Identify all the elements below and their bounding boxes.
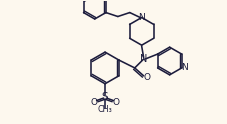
- Text: N: N: [138, 13, 145, 22]
- Text: O: O: [91, 98, 98, 107]
- Text: O: O: [143, 73, 150, 82]
- Text: N: N: [140, 54, 147, 64]
- Text: O: O: [113, 98, 119, 107]
- Text: N: N: [181, 63, 188, 72]
- Text: S: S: [102, 92, 108, 102]
- Text: CH₃: CH₃: [98, 105, 112, 114]
